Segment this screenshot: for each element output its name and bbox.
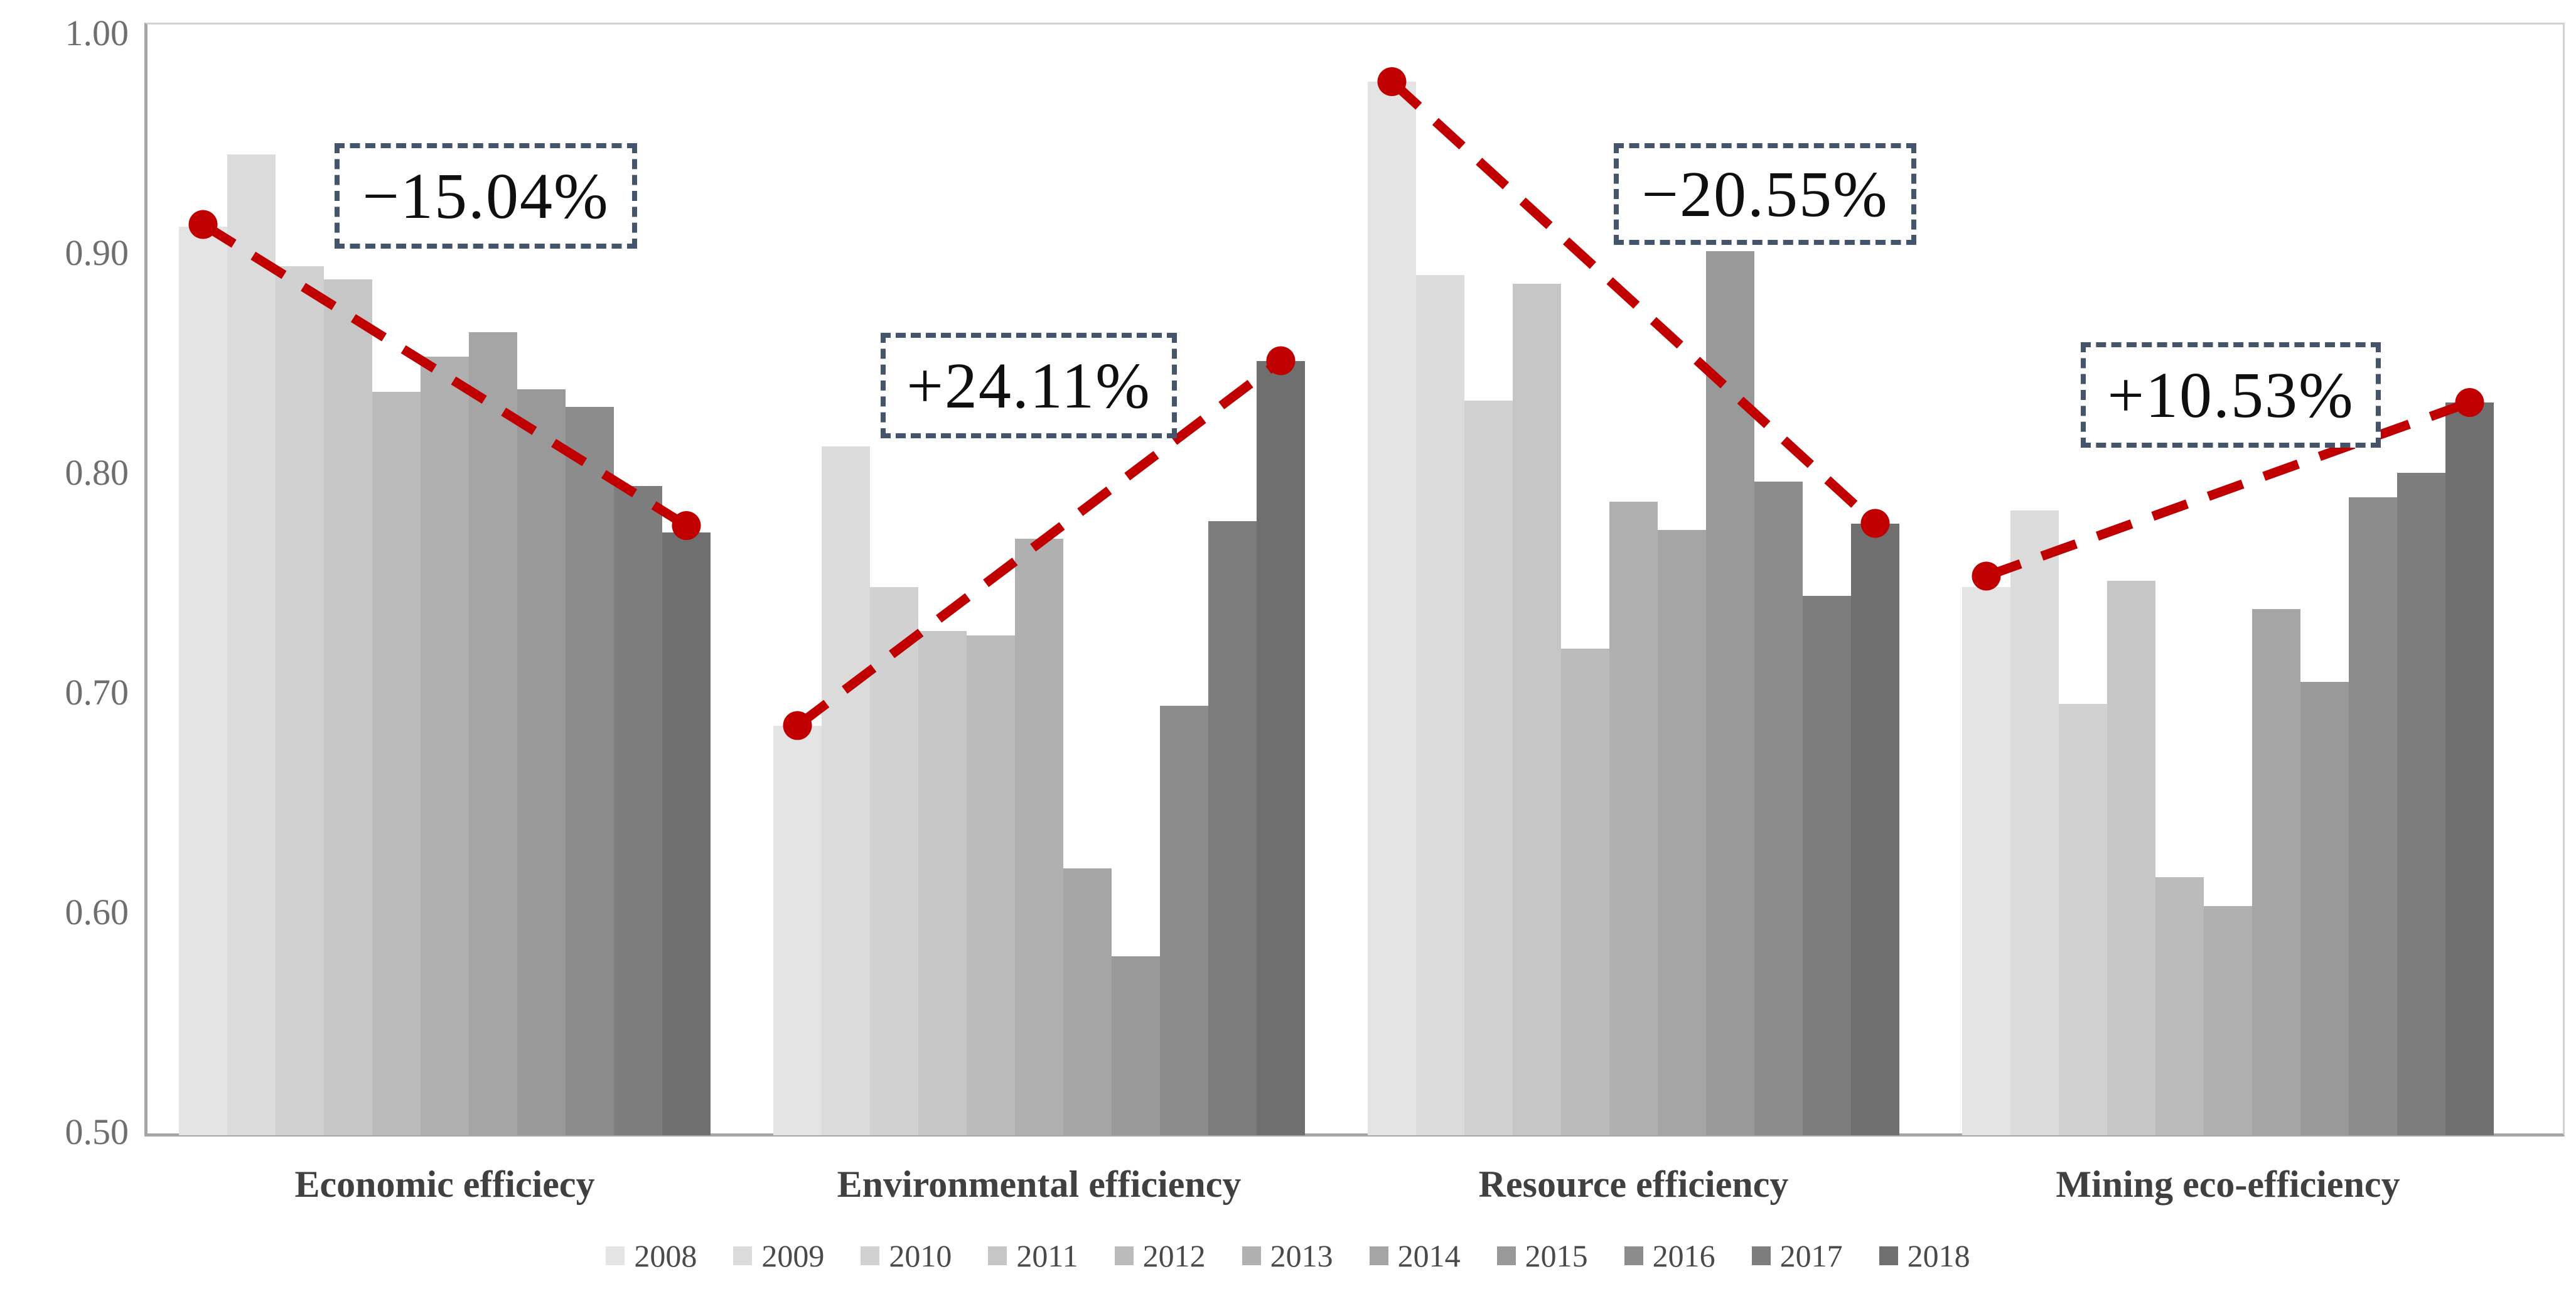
bar-2017	[1208, 521, 1257, 1135]
legend-swatch-icon	[1242, 1246, 1261, 1265]
bar-2009	[2010, 510, 2059, 1135]
bar-2013	[1609, 501, 1658, 1135]
legend-year-label: 2013	[1270, 1238, 1333, 1273]
legend-swatch-icon	[1879, 1246, 1898, 1265]
bar-2016	[1754, 482, 1803, 1135]
legend-item-2010: 2010	[861, 1238, 952, 1273]
bar-2015	[517, 389, 566, 1135]
bar-2011	[918, 631, 967, 1135]
bar-2010	[870, 587, 918, 1135]
bar-2013	[421, 356, 469, 1135]
bar-2009	[227, 154, 276, 1135]
bar-2015	[1112, 956, 1160, 1135]
bar-2018	[1851, 523, 1899, 1135]
legend-item-2014: 2014	[1369, 1238, 1461, 1273]
bar-2014	[469, 332, 517, 1135]
bar-2015	[1706, 251, 1754, 1135]
legend-year-label: 2014	[1397, 1238, 1461, 1273]
legend-item-2008: 2008	[606, 1238, 697, 1273]
legend-item-2009: 2009	[733, 1238, 824, 1273]
legend-swatch-icon	[1496, 1246, 1516, 1265]
legend-swatch-icon	[1751, 1246, 1771, 1265]
legend-year-label: 2018	[1907, 1238, 1970, 1273]
y-tick-label: 0.60	[65, 892, 129, 932]
percent-change-annotation: −15.04%	[335, 143, 637, 249]
legend-item-2016: 2016	[1624, 1238, 1715, 1273]
bar-2008	[773, 725, 822, 1135]
bar-2012	[1561, 649, 1609, 1135]
bar-2010	[2059, 703, 2107, 1135]
legend-year-label: 2016	[1652, 1238, 1715, 1273]
legend: 2008 2009 2010 2011 2012 2013 2014 2015 2016 2017…	[0, 1238, 2576, 1273]
percent-change-annotation: +24.11%	[881, 333, 1177, 438]
bar-2016	[566, 407, 614, 1135]
y-tick-label: 0.90	[65, 232, 129, 273]
legend-year-label: 2008	[634, 1238, 697, 1273]
bar-2018	[662, 532, 711, 1135]
bar-2017	[2397, 473, 2445, 1135]
bar-2016	[2349, 497, 2397, 1135]
bar-2011	[1513, 284, 1561, 1135]
legend-swatch-icon	[861, 1246, 880, 1265]
bar-2009	[822, 446, 870, 1135]
legend-item-2011: 2011	[988, 1238, 1078, 1273]
group-label: Resource efficiency	[1478, 1164, 1789, 1205]
percent-change-annotation: +10.53%	[2081, 342, 2381, 448]
bar-2018	[2445, 402, 2494, 1135]
legend-swatch-icon	[606, 1246, 625, 1265]
legend-item-2018: 2018	[1879, 1238, 1970, 1273]
bar-2008	[1368, 82, 1416, 1135]
legend-item-2012: 2012	[1114, 1238, 1206, 1273]
legend-year-label: 2010	[889, 1238, 952, 1273]
bar-2017	[1803, 596, 1851, 1135]
bar-2010	[1464, 400, 1513, 1135]
bar-2011	[2107, 580, 2155, 1135]
legend-swatch-icon	[733, 1246, 753, 1265]
y-tick-label: 0.80	[65, 452, 129, 493]
bar-2012	[967, 635, 1015, 1135]
legend-swatch-icon	[1369, 1246, 1388, 1265]
group-label: Economic efficiecy	[294, 1164, 595, 1205]
bar-2014	[2252, 609, 2300, 1135]
legend-year-label: 2017	[1779, 1238, 1843, 1273]
legend-year-label: 2015	[1525, 1238, 1588, 1273]
bar-2014	[1658, 530, 1706, 1135]
y-tick-label: 1.00	[65, 13, 129, 53]
legend-item-2015: 2015	[1496, 1238, 1588, 1273]
bar-2013	[1015, 539, 1063, 1135]
bar-2008	[179, 227, 227, 1135]
bar-2008	[1962, 587, 2010, 1135]
group-label: Environmental efficiency	[837, 1164, 1242, 1205]
percent-change-annotation: −20.55%	[1614, 143, 1916, 245]
bar-2011	[324, 279, 372, 1135]
legend-year-label: 2012	[1142, 1238, 1206, 1273]
bar-2018	[1257, 360, 1305, 1135]
legend-year-label: 2011	[1016, 1238, 1078, 1273]
bar-2013	[2204, 905, 2252, 1135]
bar-2009	[1416, 275, 1464, 1135]
legend-item-2013: 2013	[1242, 1238, 1333, 1273]
bar-2010	[276, 266, 324, 1135]
legend-item-2017: 2017	[1751, 1238, 1843, 1273]
bar-2014	[1063, 868, 1112, 1135]
group-label: Mining eco-efficiency	[2056, 1164, 2400, 1205]
bar-2012	[372, 391, 421, 1135]
bar-2017	[614, 486, 662, 1135]
y-tick-label: 0.70	[65, 672, 129, 713]
bar-2016	[1160, 706, 1208, 1135]
legend-year-label: 2009	[761, 1238, 825, 1273]
bar-2015	[2300, 681, 2349, 1135]
legend-swatch-icon	[1114, 1246, 1134, 1265]
legend-swatch-icon	[988, 1246, 1007, 1265]
bar-2012	[2155, 877, 2204, 1135]
y-tick-label: 0.50	[65, 1111, 129, 1152]
legend-swatch-icon	[1624, 1246, 1643, 1265]
